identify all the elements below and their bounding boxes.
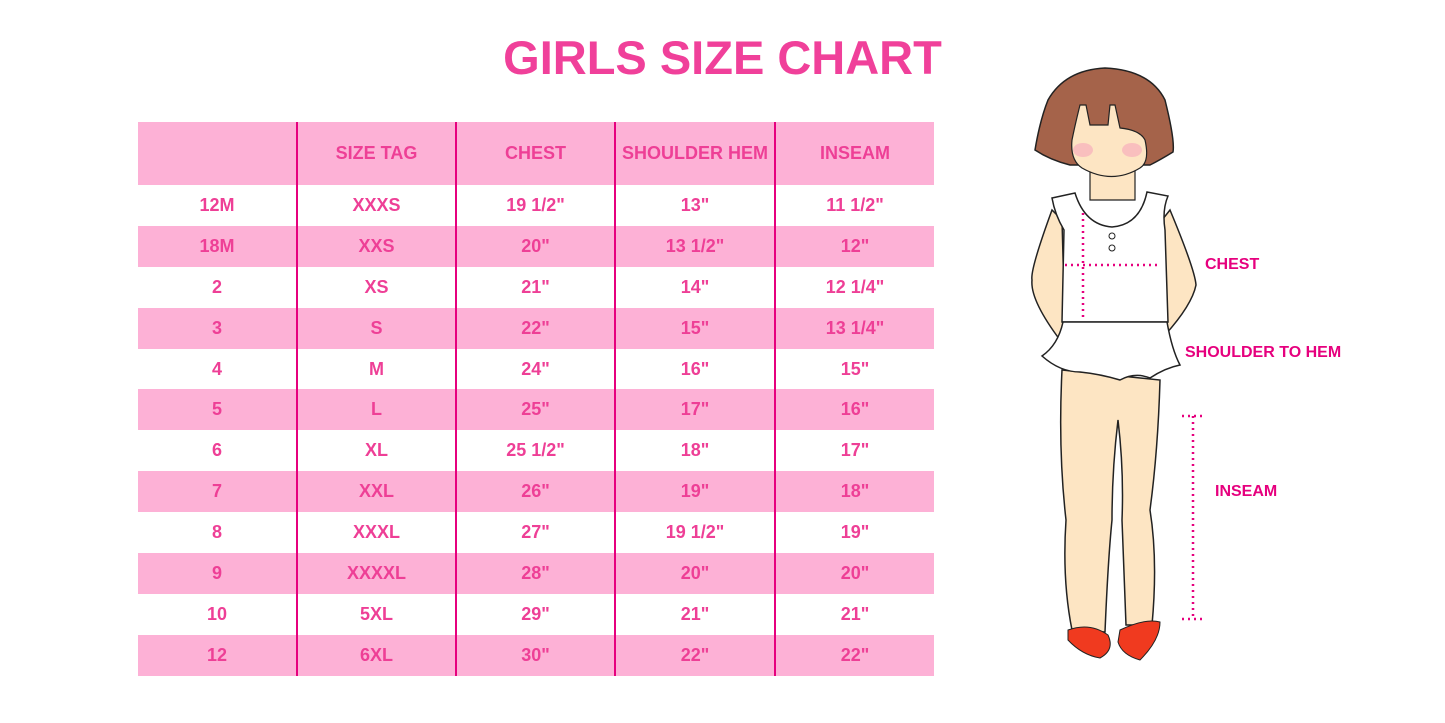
table-cell: 15" (774, 348, 934, 390)
table-cell: S (296, 307, 456, 349)
table-cell: 17" (774, 430, 934, 472)
table-cell: 28" (455, 553, 615, 594)
table-row: 5 L 25" 17" 16" (138, 389, 934, 431)
table-cell: 12" (774, 225, 934, 267)
inseam-label: INSEAM (1215, 483, 1278, 500)
table-row: 9 XXXXL 28" 20" 20" (138, 553, 934, 594)
column-header: SHOULDER HEM (614, 122, 775, 185)
table-cell: 13 1/4" (774, 307, 934, 349)
table-cell: 10 (206, 603, 228, 624)
button (1108, 232, 1116, 240)
table-cell: 19" (774, 512, 934, 554)
cheek (1073, 143, 1093, 157)
page-title: GIRLS SIZE CHART (503, 31, 942, 84)
table-row: 8 XXXL 27" 19 1/2" 19" (138, 512, 934, 554)
table-row: 18M XXS 20" 13 1/2" 12" (138, 225, 934, 267)
table-cell: 13" (614, 185, 775, 226)
table-cell: XXL (296, 471, 456, 513)
table-cell: 21" (455, 266, 615, 308)
table-cell: 26" (455, 471, 615, 513)
left-arm (1031, 208, 1066, 342)
table-cell: 19 1/2" (455, 185, 615, 226)
table-cell: XS (296, 266, 456, 308)
left-shoe (1067, 626, 1111, 659)
table-cell: 21" (774, 593, 934, 635)
table-row: 2 XS 21" 14" 12 1/4" (138, 266, 934, 308)
table-cell: L (296, 389, 456, 431)
table-cell: XXXXL (296, 553, 456, 594)
table-cell: 12 1/4" (774, 266, 934, 308)
table-cell: 22" (455, 307, 615, 349)
right-shoe (1117, 620, 1161, 661)
table-cell: 20" (614, 553, 775, 594)
table-cell: 21" (614, 593, 775, 635)
table-cell: 15" (614, 307, 775, 349)
table-cell: 22" (614, 634, 775, 676)
table-cell: 22" (774, 634, 934, 676)
table-cell: 8 (211, 522, 222, 543)
face (1071, 104, 1148, 177)
table-cell: 6XL (296, 634, 456, 676)
table-row: 6 XL 25 1/2" 18" 17" (138, 430, 934, 472)
table-cell: M (296, 348, 456, 390)
table-cell: 20" (455, 225, 615, 267)
inseam-measure-line (1182, 414, 1202, 621)
table-cell: 13 1/2" (614, 225, 775, 267)
table-row: 4 M 24" 16" 15" (138, 348, 934, 390)
button (1108, 244, 1116, 252)
table-cell: 7 (138, 471, 297, 513)
table-cell: 5XL (296, 593, 456, 635)
column-header: SIZE TAG (296, 122, 456, 185)
size-chart-table: SIZE TAG CHEST SHOULDER HEM INSEAM 12M XXXS 1… (138, 122, 934, 676)
table-cell: XXS (296, 225, 456, 267)
table-cell: 29" (455, 593, 615, 635)
table-cell: 11 1/2" (774, 185, 934, 226)
table-header-row: SIZE TAG CHEST SHOULDER HEM INSEAM (138, 122, 934, 185)
table-row: 10 5XL 29" 21" 21" (138, 593, 934, 635)
table-row: 3 S 22" 15" 13 1/4" (138, 307, 934, 349)
table-cell: 3 (138, 307, 297, 349)
table-cell: XXXS (296, 185, 456, 226)
chest-label: CHEST (1205, 256, 1260, 273)
table-cell: 20" (774, 553, 934, 594)
table-cell: 12 (138, 634, 297, 676)
table-cell: 25 1/2" (455, 430, 615, 472)
table-row: 12M XXXS 19 1/2" 13" 11 1/2" (138, 185, 934, 226)
table-cell: 2 (211, 276, 222, 297)
column-header (138, 122, 297, 185)
table-cell: 12M (199, 194, 235, 215)
table-cell: 16" (614, 348, 775, 390)
table-row: 12 6XL 30" 22" 22" (138, 634, 934, 676)
table-cell: 27" (455, 512, 615, 554)
table-cell: 4 (211, 358, 222, 379)
table-cell: 18" (614, 430, 775, 472)
shoulder-to-hem-label: SHOULDER TO HEM (1185, 344, 1342, 361)
table-cell: XL (296, 430, 456, 472)
table-cell: 16" (774, 389, 934, 431)
table-cell: 30" (455, 634, 615, 676)
column-header: INSEAM (774, 122, 934, 185)
table-cell: 18M (138, 225, 297, 267)
cheek (1122, 143, 1142, 157)
table-cell: 18" (774, 471, 934, 513)
shirt (1051, 191, 1170, 323)
table-cell: 6 (211, 440, 222, 461)
table-cell: 14" (614, 266, 775, 308)
table-cell: 19 1/2" (614, 512, 775, 554)
table-cell: 25" (455, 389, 615, 431)
skirt (1040, 321, 1182, 381)
table-cell: 17" (614, 389, 775, 431)
legs (1059, 369, 1161, 633)
table-cell: 19" (614, 471, 775, 513)
table-cell: 5 (138, 389, 297, 431)
table-cell: 9 (138, 553, 297, 594)
column-header: CHEST (455, 122, 615, 185)
table-row: 7 XXL 26" 19" 18" (138, 471, 934, 513)
table-cell: XXXL (296, 512, 456, 554)
table-cell: 24" (455, 348, 615, 390)
